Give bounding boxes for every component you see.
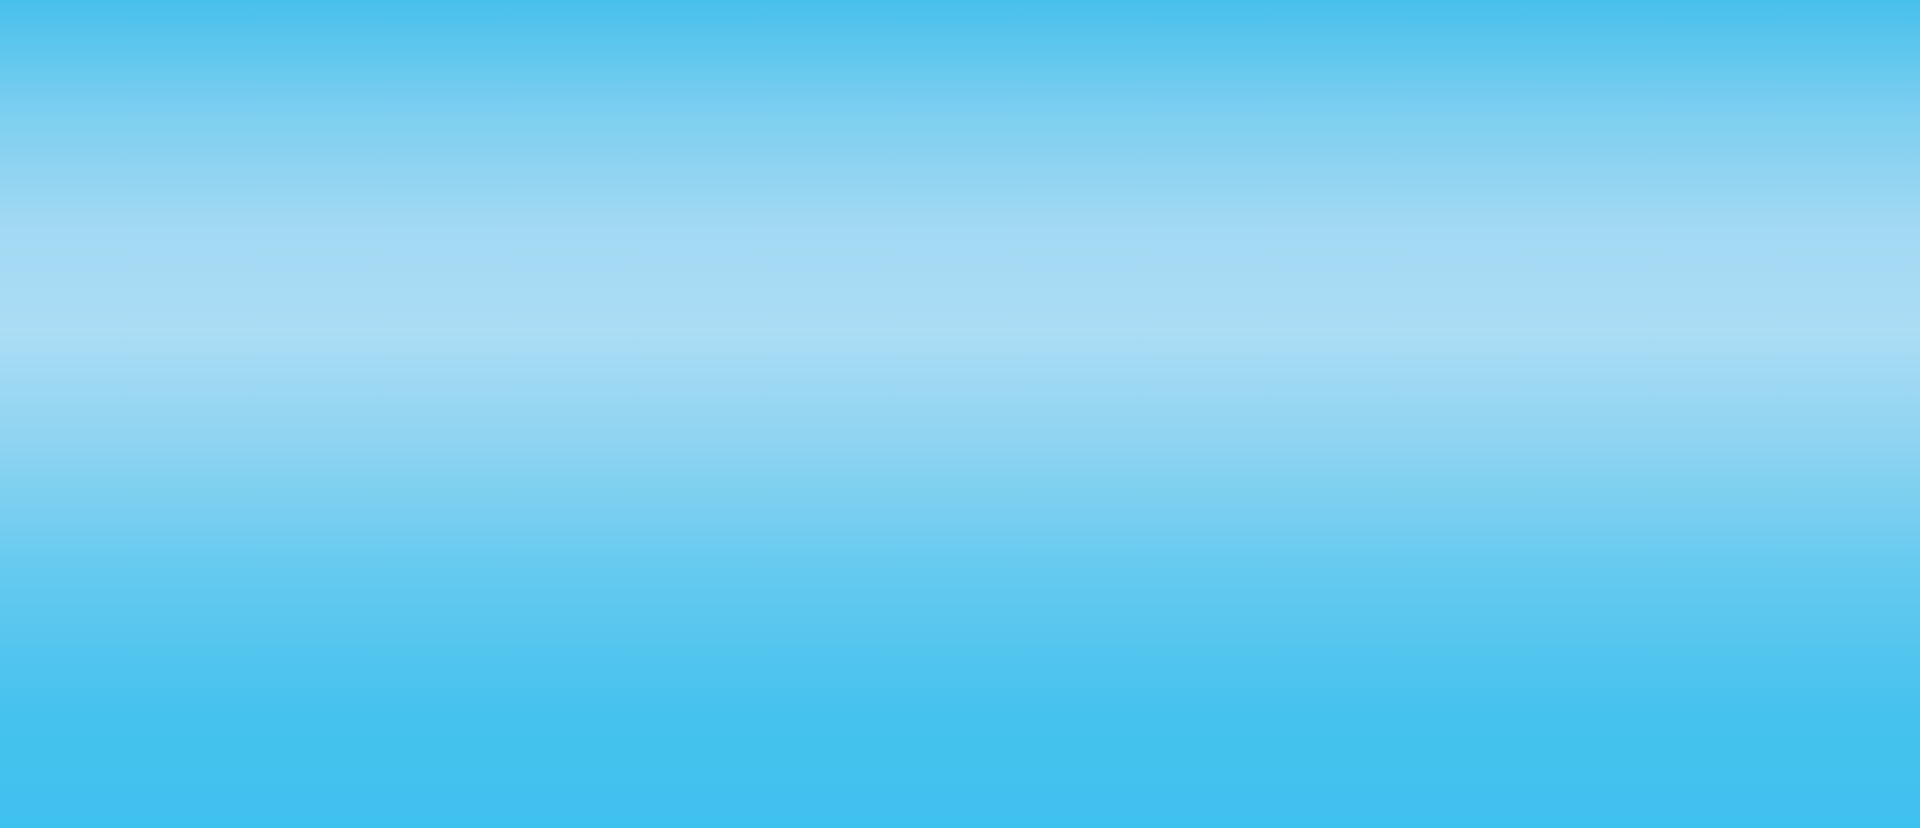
spectrum-chart xyxy=(0,0,1920,828)
spectrum-poster xyxy=(0,0,1920,828)
